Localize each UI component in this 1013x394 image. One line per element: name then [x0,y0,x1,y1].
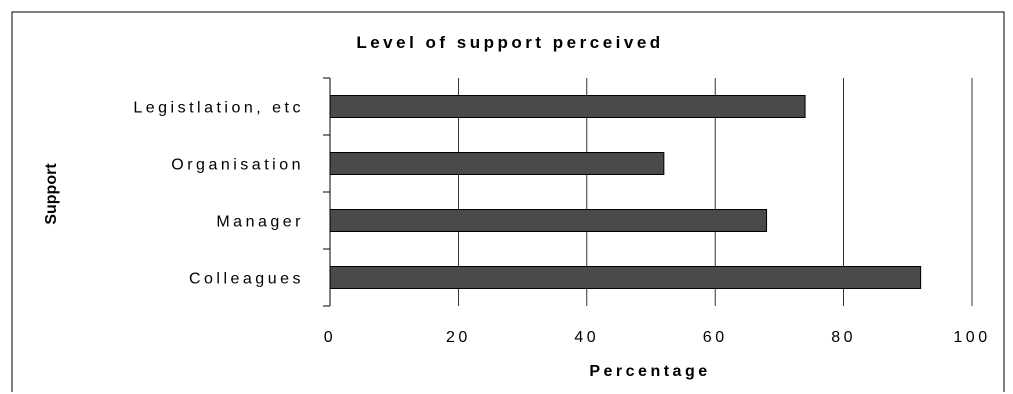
y-axis-label: Support [43,163,60,225]
category-label-0: Legistlation, etc [133,100,304,117]
x-axis-label: Percentage [589,363,710,380]
x-tick-label-4: 80 [831,329,856,346]
x-tick-label-1: 20 [446,329,471,346]
chart-border [11,11,1005,392]
bar-3 [329,266,922,289]
x-tick-label-3: 60 [703,329,728,346]
bar-1 [329,152,665,175]
chart-title: Level of support perceived [356,33,663,52]
category-label-3: Colleagues [189,271,304,288]
x-tick-label-2: 40 [574,329,599,346]
x-tick-label-0: 0 [324,329,336,346]
bar-2 [329,209,768,232]
bar-0 [329,95,806,118]
x-tick-label-5: 100 [953,329,990,346]
plot-area: Legistlation, etc Organisation Manager Coll… [133,77,990,346]
category-label-1: Organisation [171,157,304,174]
category-label-2: Manager [216,214,304,231]
